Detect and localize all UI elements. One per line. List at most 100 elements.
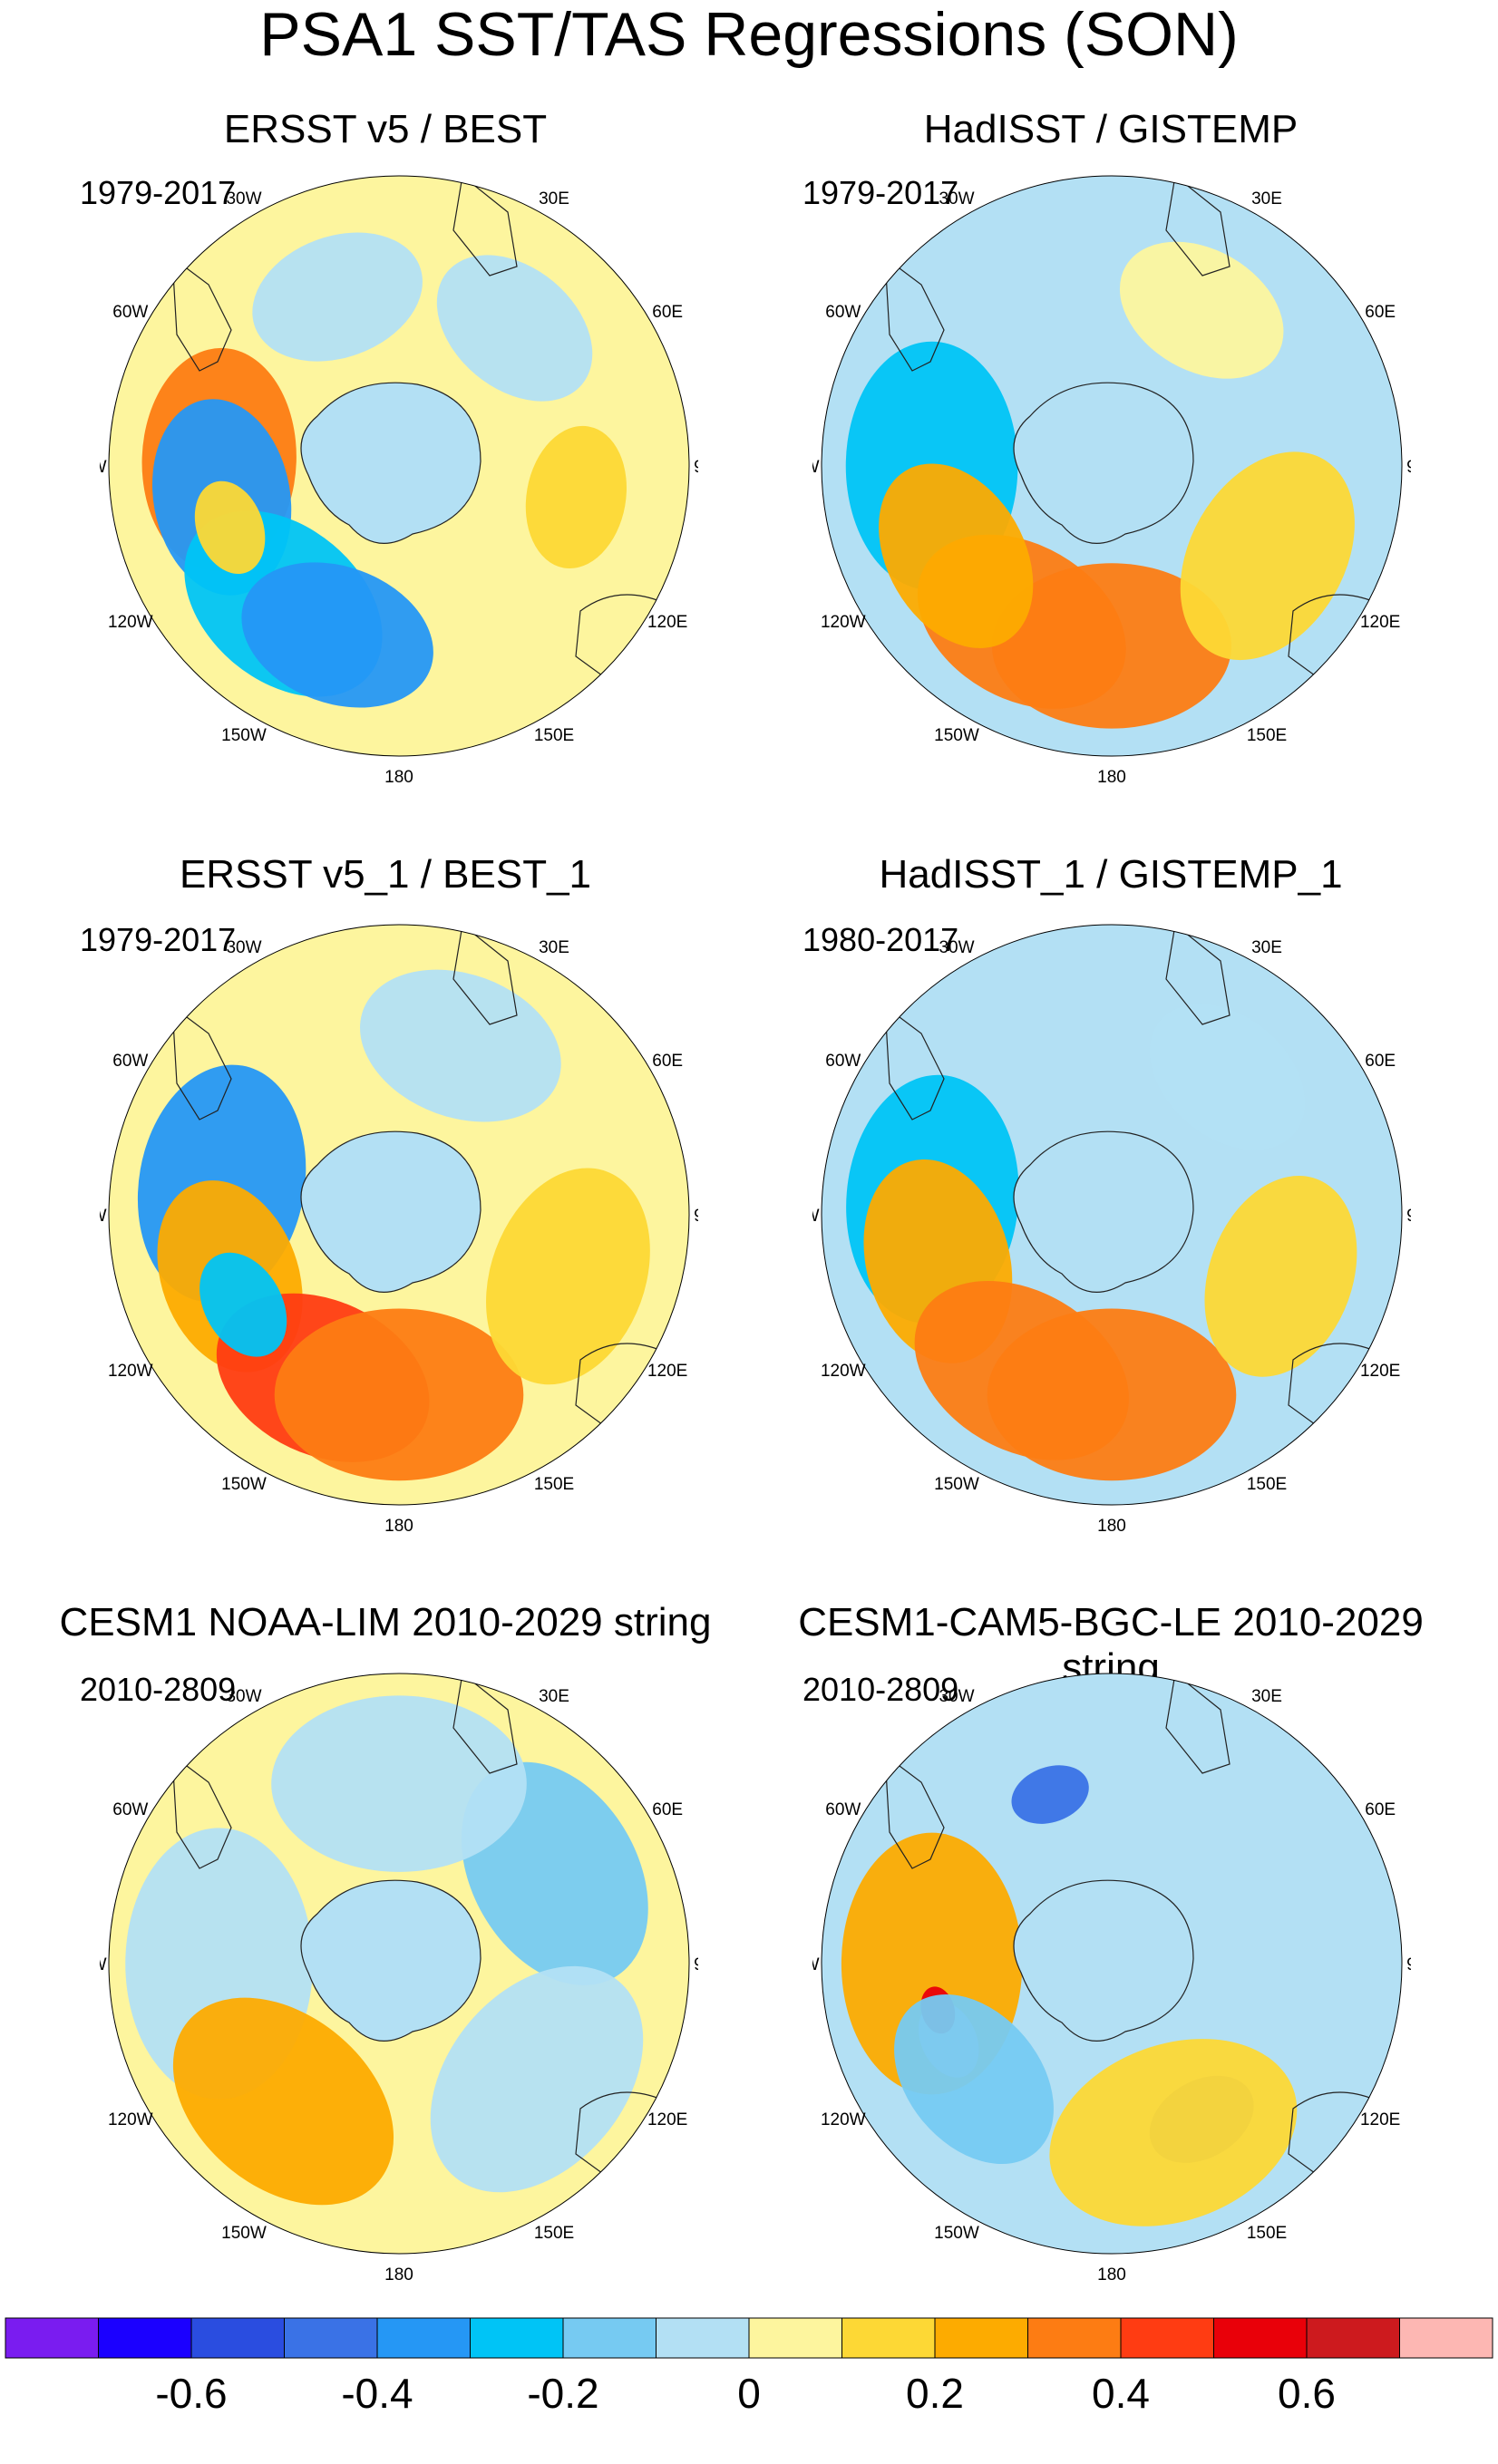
coastline [452,1673,518,1774]
colorbar-segment [1213,2317,1308,2359]
polar-map-5: 030E60E90E120E150E180150W120W90W60W30W [100,1673,698,2285]
lon-label: 180 [384,2265,413,2285]
anomaly-region [360,969,561,1122]
lon-label: 90W [812,458,820,477]
colorbar-segment [284,2317,378,2359]
polar-map-4: 030E60E90E120E150E180150W120W90W60W30W [812,924,1411,1536]
polar-map-1: 030E60E90E120E150E180150W120W90W60W30W [100,175,698,787]
lon-label: 150E [1247,726,1287,745]
lon-label: 60E [1365,303,1396,322]
colorbar-segment [376,2317,471,2359]
lon-label: 60W [825,1800,861,1819]
coastline [884,256,945,372]
coastline [1165,1673,1230,1774]
lon-label: 60W [825,1052,861,1071]
anomaly-region [194,480,266,575]
map-border [108,924,690,1506]
lon-label: 150E [1247,2224,1287,2243]
lon-label: 90W [812,1955,820,1974]
lon-label: 120E [1360,613,1400,632]
lon-label: 60W [112,1052,148,1071]
coastline [452,176,518,276]
panel-4-title: HadISST_1 / GISTEMP_1 [879,852,1343,897]
lon-label: 120E [647,2110,687,2129]
lon-label: 90W [100,1955,107,1974]
colorbar-segment [1306,2317,1400,2359]
colorbar-segment [656,2317,750,2359]
colorbar-segment [748,2317,842,2359]
lon-label: 60E [1365,1800,1396,1819]
lon-label: 180 [1097,1517,1126,1536]
lon-label: 90E [694,1955,698,1974]
lon-label: 90E [1406,1955,1411,1974]
anomaly-region [486,1168,650,1385]
lon-label: 180 [1097,2265,1126,2285]
panel-6-title: CESM1-CAM5-BGC-LE 2010-2029 string [798,1600,1424,1690]
lon-label: 120E [647,613,687,632]
antarctica-coastline [300,1879,482,2042]
antarctica-coastline [1013,1879,1194,2042]
anomaly-region [525,425,627,569]
lon-label: 30W [226,938,261,957]
panel-1-title: ERSST v5 / BEST [223,107,548,151]
panel-5-period: 2010-2809 [80,1671,237,1708]
lon-label: 150W [221,2224,267,2243]
lon-label: 150E [534,726,574,745]
lon-label: 30E [1251,189,1282,209]
anomaly-region [1149,1004,1306,1150]
lon-label: 120W [821,613,866,632]
lon-label: 180 [1097,768,1126,787]
lon-label: 120E [1360,1362,1400,1381]
colorbar-segment [1399,2317,1493,2359]
antarctica-coastline [1013,382,1194,544]
anomaly-region [879,463,1034,648]
lon-label: 90W [100,1207,107,1226]
antarctica-coastline [300,382,482,544]
lon-label: 60E [652,303,683,322]
lon-label: 30W [939,189,974,209]
coastline [171,256,232,372]
colorbar-tick-label: 0.2 [906,2370,964,2417]
colorbar-segment [562,2317,657,2359]
lon-label: 150E [534,2224,574,2243]
lon-label: 30W [226,189,261,209]
lon-label: 120E [1360,2110,1400,2129]
lon-label: 30W [226,1687,261,1706]
colorbar-tick-label: -0.2 [527,2370,599,2417]
lon-label: 60W [825,303,861,322]
coastline [1165,925,1230,1025]
lon-label: 60W [112,303,148,322]
panel-5-title: CESM1 NOAA-LIM 2010-2029 string [59,1600,712,1644]
lon-label: 120W [108,1362,153,1381]
colorbar-segment [190,2317,285,2359]
anomaly-region [430,1965,644,2193]
anomaly-region [252,232,423,362]
figure-title: PSA1 SST/TAS Regressions (SON) [259,0,1239,69]
panel-6-period: 2010-2809 [802,1671,959,1708]
panel-4-period: 1980-2017 [802,921,959,958]
anomaly-region [1119,241,1284,379]
coastline [884,1004,945,1120]
lon-label: 150E [534,1475,574,1494]
lon-label: 30E [539,189,569,209]
lon-label: 30E [1251,938,1282,957]
colorbar-segment [98,2317,192,2359]
panel-1-period: 1979-2017 [80,174,237,211]
polar-map-3: 030E60E90E120E150E180150W120W90W60W30W [100,924,698,1536]
colorbar-segment [5,2317,99,2359]
polar-map-6: 030E60E90E120E150E180150W120W90W60W30W [812,1673,1411,2285]
anomaly-region [992,563,1231,729]
coastline [452,925,518,1025]
lon-label: 150W [934,726,979,745]
lon-label: 30W [939,938,974,957]
panel-2-period: 1979-2017 [802,174,959,211]
colorbar-tick-label: -0.6 [155,2370,228,2417]
colorbar-tick-label: 0.4 [1092,2370,1150,2417]
colorbar-tick-label: 0 [737,2370,761,2417]
antarctica-coastline [300,1130,482,1293]
colorbar-segment [1120,2317,1214,2359]
lon-label: 180 [384,1517,413,1536]
lon-label: 30W [939,1687,974,1706]
anomaly-region [271,1695,527,1872]
